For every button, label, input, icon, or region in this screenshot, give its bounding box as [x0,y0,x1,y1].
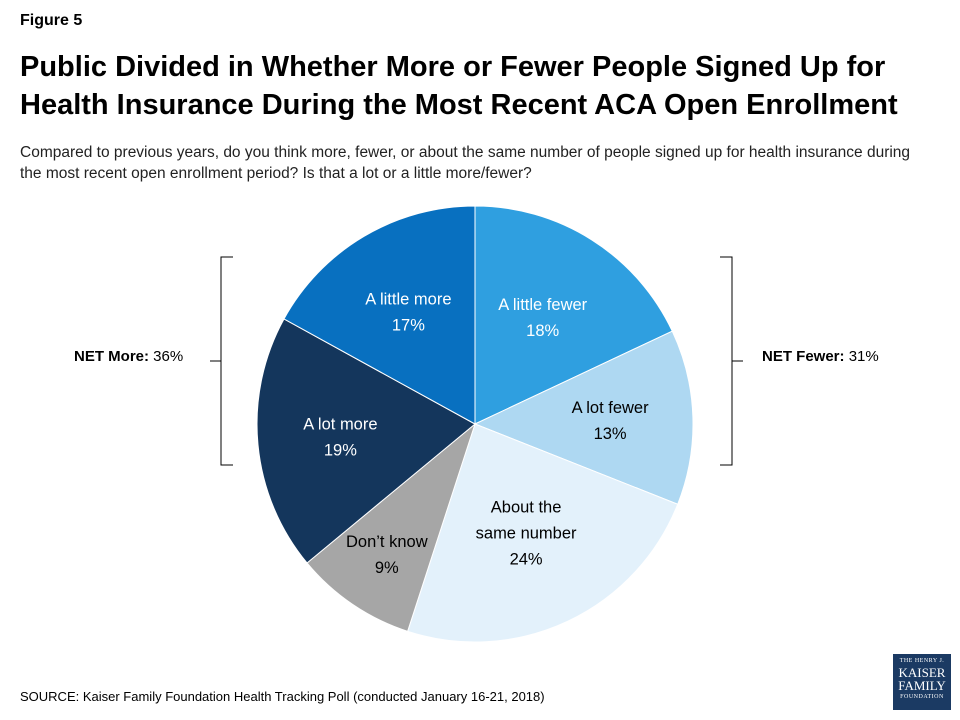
slice-name: same number [476,525,577,543]
slice-name: A little more [365,290,451,308]
chart-title: Public Divided in Whether More or Fewer … [20,51,898,121]
pie-slice-don-t-know [306,422,477,632]
slice-label-about-the-same-number: About the same number 24% [476,499,577,569]
slice-label-a-lot-more: A lot more 19% [303,416,377,460]
slice-name: About the [491,499,562,517]
slice-value: 13% [594,425,627,443]
source-note: SOURCE: Kaiser Family Foundation Health … [20,689,545,704]
pie-slice-a-little-fewer [474,205,673,425]
slice-label-don-t-know: Don’t know 9% [346,533,428,577]
slice-value: 19% [324,442,357,460]
logo-line-1: THE HENRY J. [899,658,945,664]
slice-value: 17% [392,316,425,334]
slice-name: Don’t know [346,533,428,551]
pie-slice-a-lot-more [256,318,476,564]
logo-line-3: FAMILY [898,678,946,693]
slice-name: A lot fewer [572,399,650,417]
net-more-heading: NET More: [74,348,149,365]
slice-label-a-lot-fewer: A lot fewer 13% [572,399,650,443]
figure-label: Figure 5 [20,12,83,29]
kff-logo: THE HENRY J. KAISER FAMILY FOUNDATION [893,654,951,710]
net-fewer-label: NET Fewer: 31% [762,348,879,365]
net-more-bracket [210,256,233,466]
pie-slice-a-little-more [283,205,476,425]
net-fewer-bracket [720,256,743,466]
logo-line-4: FOUNDATION [900,694,944,700]
pie-slice-a-lot-fewer [473,330,694,505]
slice-value: 18% [526,322,559,340]
net-more-label: NET More: 36% [74,348,183,365]
slice-label-a-little-fewer: A little fewer 18% [498,296,587,340]
slice-value: 9% [375,559,399,577]
logo-line-2: KAISER [898,665,946,680]
slice-name: A little fewer [498,296,587,314]
pie-slice-about-the-same-number [406,423,679,643]
net-fewer-heading: NET Fewer: [762,348,845,365]
slice-value: 24% [510,551,543,569]
slice-label-a-little-more: A little more 17% [365,290,451,334]
net-fewer-value: 31% [848,348,879,365]
net-more-value: 36% [153,348,184,365]
slice-name: A lot more [303,416,377,434]
chart-subtitle: Compared to previous years, do you think… [20,144,911,182]
